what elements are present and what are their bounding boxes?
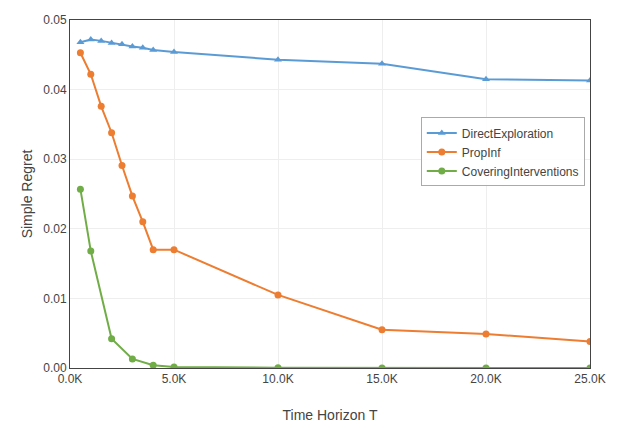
svg-text:0.0K: 0.0K [58, 372, 83, 386]
svg-text:CoveringInterventions: CoveringInterventions [462, 165, 579, 179]
svg-text:PropInf: PropInf [462, 146, 501, 160]
svg-text:Simple Regret: Simple Regret [19, 150, 35, 239]
svg-text:0.01: 0.01 [43, 292, 67, 306]
svg-text:10.0K: 10.0K [262, 372, 293, 386]
svg-text:25.0K: 25.0K [574, 372, 605, 386]
svg-text:0.05: 0.05 [43, 13, 67, 27]
svg-text:0.00: 0.00 [43, 361, 67, 375]
svg-text:15.0K: 15.0K [366, 372, 397, 386]
svg-text:DirectExploration: DirectExploration [462, 127, 553, 141]
svg-text:20.0K: 20.0K [470, 372, 501, 386]
svg-text:Time Horizon T: Time Horizon T [283, 407, 378, 423]
svg-text:0.03: 0.03 [43, 152, 67, 166]
svg-text:0.02: 0.02 [43, 222, 67, 236]
svg-text:5.0K: 5.0K [162, 372, 187, 386]
svg-text:0.04: 0.04 [43, 83, 67, 97]
